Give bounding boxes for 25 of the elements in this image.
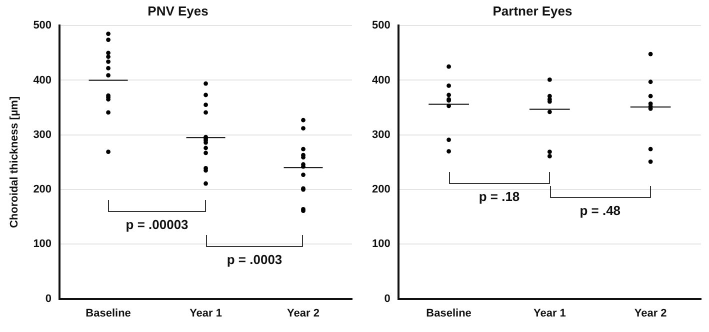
annotation: p = .0003 — [226, 252, 282, 267]
chart-title: Partner Eyes — [492, 3, 572, 18]
y-tick-label: 400 — [372, 74, 390, 86]
chart-title: PNV Eyes — [148, 3, 208, 18]
x-tick-label: Baseline — [426, 307, 472, 320]
x-tick-label: Year 2 — [287, 307, 320, 320]
y-axis-title: Choroidal thickness [µm] — [8, 96, 21, 228]
y-tick-label: 200 — [33, 184, 52, 196]
y-tick-label: 300 — [33, 128, 52, 141]
annotation: p = .48 — [580, 202, 621, 218]
annotation: p = .00003 — [126, 216, 188, 232]
y-tick-label: 500 — [33, 20, 52, 32]
y-tick-label: 0 — [45, 292, 52, 305]
y-tick-label: 400 — [33, 74, 52, 86]
x-tick-label: Year 1 — [533, 307, 566, 320]
y-tick-label: 300 — [372, 128, 390, 141]
y-tick-label: 0 — [384, 292, 390, 305]
x-tick-label: Baseline — [86, 307, 131, 320]
x-tick-label: Year 1 — [190, 307, 222, 320]
y-tick-label: 100 — [33, 238, 52, 250]
y-tick-label: 500 — [372, 20, 390, 32]
x-tick-label: Year 2 — [634, 307, 667, 320]
y-tick-label: 200 — [372, 184, 390, 196]
annotation: p = .18 — [478, 189, 520, 204]
y-tick-label: 100 — [372, 238, 390, 250]
